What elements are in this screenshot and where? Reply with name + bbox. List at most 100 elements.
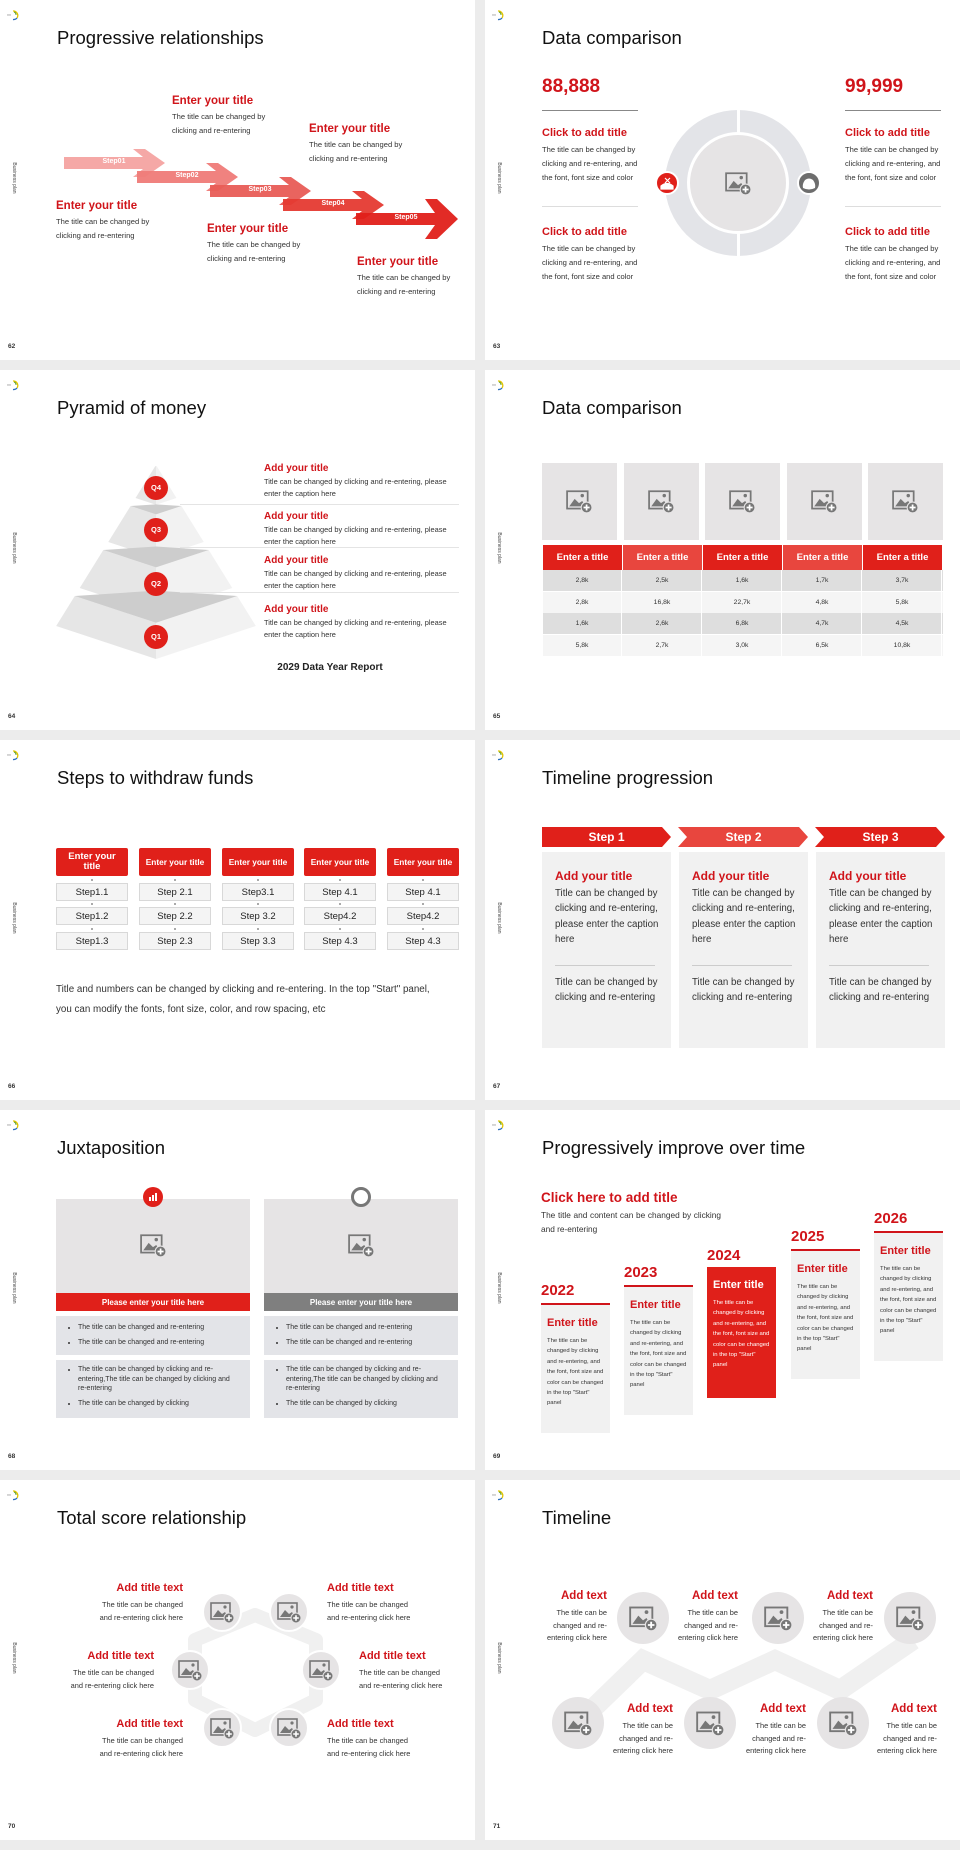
year-underline [874,1231,943,1233]
item-title: Add your title [264,604,329,615]
image-placeholder-icon[interactable] [647,488,675,519]
step-box[interactable]: Step1.2 [56,907,128,925]
image-placeholder[interactable] [264,1199,458,1293]
image-add-icon [647,490,675,514]
card-note: Title can be changed by clicking and re-… [829,977,932,1004]
table-cell: 1,6k [543,613,622,635]
item-desc: The title can be changed and re-entering… [613,1721,673,1755]
image-placeholder[interactable] [56,1199,250,1293]
logo [5,1488,21,1501]
item-desc: The title can be changed and re-entering… [70,1668,154,1690]
slide-66[interactable]: Business plan 66 Steps to withdraw funds En… [0,740,475,1100]
bullet-item: The title can be changed and re-entering [286,1335,448,1350]
image-placeholder-icon[interactable] [566,488,593,519]
year-underline [624,1285,693,1287]
step-box[interactable]: Step 3.2 [222,907,294,925]
item-title: Add text [827,1590,873,1602]
step-box[interactable]: Step1.1 [56,883,128,901]
step-box[interactable]: Step1.3 [56,932,128,950]
sidebar-label: Business plan [11,1272,17,1304]
column-header[interactable]: Enter your title [304,848,376,876]
item-title: Click to add title [542,127,627,139]
image-add-icon [277,1718,302,1740]
image-placeholder-icon[interactable] [629,1604,658,1637]
slide-title: Timeline progression [542,767,714,788]
slide-69[interactable]: Business plan 69 Progressively improve ove… [485,1110,960,1470]
image-placeholder-icon[interactable] [178,1658,203,1687]
image-placeholder-icon[interactable] [210,1600,235,1629]
logo [490,1118,506,1131]
step-box[interactable]: Step 2.3 [139,932,211,950]
step-label: Step05 [394,214,418,221]
image-placeholder-icon[interactable] [696,1709,725,1742]
table-cell: 2,8k [543,570,622,591]
image-add-icon [729,490,756,514]
image-add-icon [140,1234,167,1258]
step-box[interactable]: Step 2.2 [139,907,211,925]
image-placeholder-icon[interactable] [729,488,756,519]
slide-62[interactable]: Business plan 62 Progressive relationships… [0,0,475,360]
item-title: Add your title [264,463,329,474]
pyramid-chart [56,466,256,659]
slide-67[interactable]: Business plan 67 Timeline progression Step … [485,740,960,1100]
image-placeholder[interactable] [623,463,699,540]
image-placeholder-icon[interactable] [277,1600,302,1629]
image-placeholder-icon[interactable] [564,1709,593,1742]
step-box[interactable]: Step 4.1 [304,883,376,901]
image-placeholder[interactable] [786,463,862,540]
table-cell: 5,8k [863,591,942,613]
slide-63[interactable]: Business plan 63 Data comparison 88,888 Clic… [485,0,960,360]
slide-65[interactable]: Business plan 65 Data comparison Enter a ti… [485,370,960,730]
card-title: Add your title [829,869,907,883]
image-placeholder-icon[interactable] [896,1604,925,1637]
image-placeholder[interactable] [868,463,943,540]
step-box[interactable]: Step 4.1 [387,883,459,901]
right-divider [845,110,941,111]
step-box[interactable]: Step 3.3 [222,932,294,950]
image-placeholder[interactable] [542,463,617,540]
connector-dot [339,879,341,881]
image-add-icon [564,1711,593,1737]
connector-dot [91,928,93,930]
comparison-ring [655,108,821,258]
bullet-item: The title can be changed and re-entering [78,1335,240,1350]
image-placeholder-icon[interactable] [277,1716,302,1745]
image-placeholder-icon[interactable] [764,1604,793,1637]
step-box[interactable]: Step4.2 [304,907,376,925]
image-circle [617,1592,669,1644]
image-placeholder-icon[interactable] [309,1658,334,1687]
right-divider [845,206,941,207]
image-placeholder-icon[interactable] [892,488,919,519]
image-placeholder-icon[interactable] [140,1232,167,1263]
step-box[interactable]: Step3.1 [222,883,294,901]
image-placeholder-icon[interactable] [829,1709,858,1742]
column-header[interactable]: Enter your title [387,848,459,876]
image-placeholder-icon[interactable] [725,170,752,201]
step-box[interactable]: Step 4.3 [304,932,376,950]
image-placeholder[interactable] [705,463,780,540]
step-box[interactable]: Step 2.1 [139,883,211,901]
inner-circle [690,135,786,231]
image-circle [552,1697,604,1749]
step-box[interactable]: Step4.2 [387,907,459,925]
column-header[interactable]: Enter your title [222,848,294,876]
column-header[interactable]: Enter your title [139,848,211,876]
step-card [816,852,945,1048]
step-label: Step04 [321,200,345,207]
level-label: Q2 [150,579,161,588]
image-add-icon [348,1234,375,1258]
step-box[interactable]: Step 4.3 [387,932,459,950]
item-desc: The title can be changed and re-entering… [746,1721,806,1755]
column-header[interactable]: Enter your title [56,848,128,876]
image-placeholder-icon[interactable] [210,1716,235,1745]
image-placeholder-icon[interactable] [348,1232,375,1263]
slide-64[interactable]: Business plan 64 Pyramid of money Q4 Q3 Q2 Q1 A… [0,370,475,730]
card-title: Add your title [692,869,770,883]
slide-70[interactable]: Business plan 70 Total score relationship A… [0,1480,475,1840]
image-placeholder-icon[interactable] [810,488,838,519]
slide-71[interactable]: Business plan 71 Timeline Add text The title… [485,1480,960,1840]
year-label: 2025 [791,1228,825,1245]
card-title: Enter title [547,1317,598,1329]
row-divider [180,504,459,505]
slide-68[interactable]: Business plan 68 Juxtaposition Please enter… [0,1110,475,1470]
